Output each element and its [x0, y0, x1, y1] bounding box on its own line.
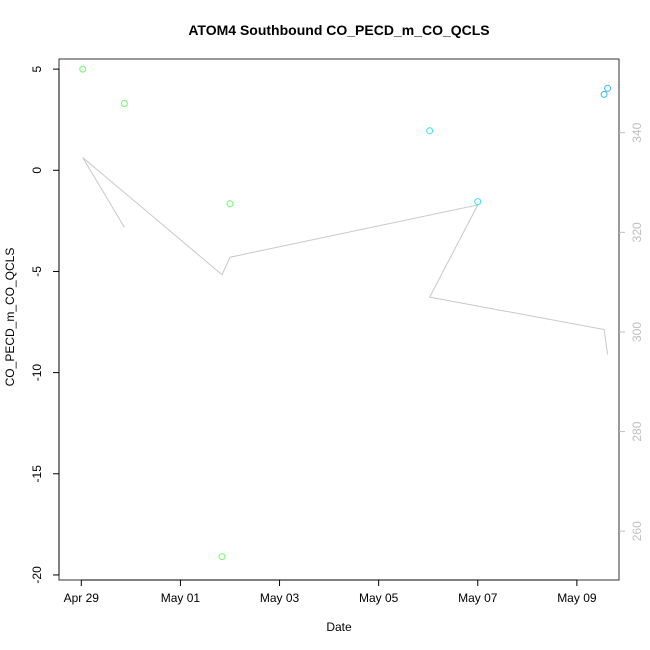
- data-point-3: [218, 553, 226, 561]
- y-tick-label: -15: [30, 465, 44, 483]
- y-tick-label: -20: [30, 566, 44, 584]
- data-point-4: [226, 200, 234, 208]
- y2-tick-label: 280: [630, 421, 644, 441]
- x-tick-label: May 07: [458, 591, 498, 605]
- x-tick-label: Apr 29: [64, 591, 100, 605]
- y-tick-label: 0: [30, 167, 44, 174]
- secondary-line-series: [82, 157, 609, 355]
- chart-title: ATOM4 Southbound CO_PECD_m_CO_QCLS: [188, 22, 489, 38]
- x-tick-label: May 05: [359, 591, 399, 605]
- plot-area: Apr 29 May 01 May 03 May 05 May 07 May 09 5 0 -5…: [30, 58, 644, 605]
- y-axis-label: CO_PECD_m_CO_QCLS: [3, 248, 17, 387]
- y2-tick-label: 320: [630, 222, 644, 242]
- y2-tick-label: 260: [630, 521, 644, 541]
- x-tick-label: May 01: [161, 591, 201, 605]
- data-point-1: [79, 65, 87, 73]
- plot-frame: [58, 58, 620, 581]
- y-tick-label: -5: [30, 266, 44, 277]
- data-point-5: [426, 127, 434, 135]
- data-point-2: [120, 100, 128, 107]
- data-point-7: [600, 90, 608, 98]
- y2-tick-label: 300: [630, 322, 644, 342]
- x-tick-label: May 09: [557, 591, 597, 605]
- y-tick-label: 5: [30, 65, 44, 72]
- y-tick-label: -10: [30, 364, 44, 382]
- data-point-8: [604, 84, 612, 92]
- x-tick-label: May 03: [260, 591, 300, 605]
- data-point-6: [474, 198, 482, 206]
- x-axis-label: Date: [326, 620, 352, 634]
- y2-tick-label: 340: [630, 122, 644, 142]
